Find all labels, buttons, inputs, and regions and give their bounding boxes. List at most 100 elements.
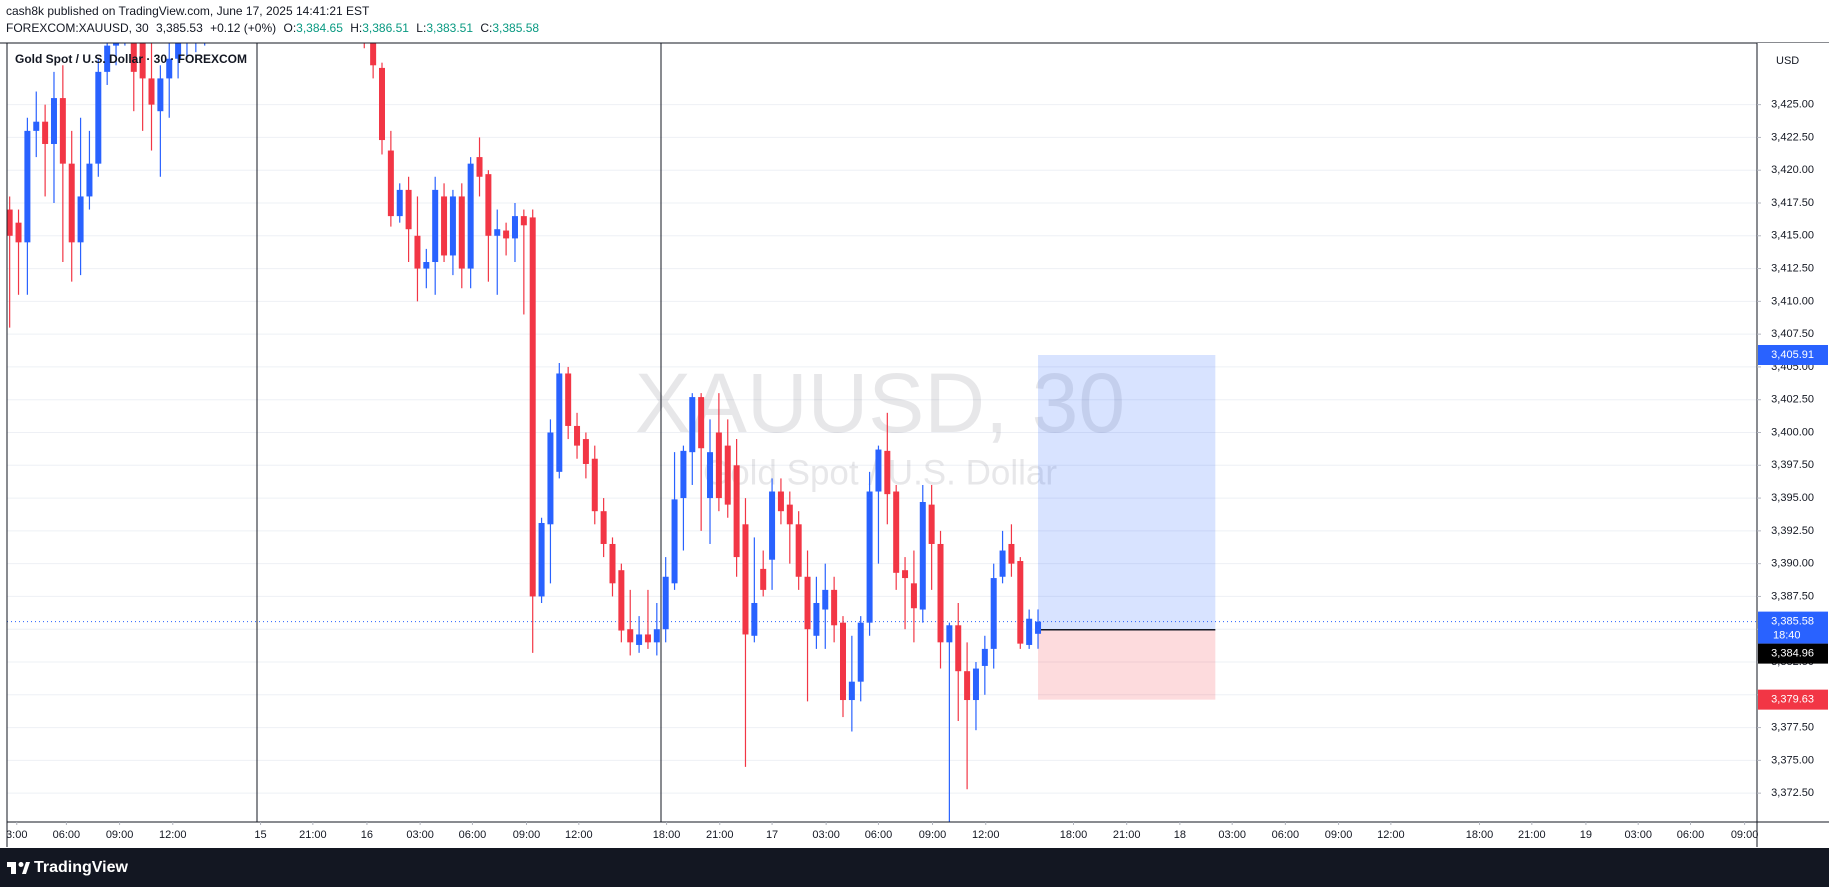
candle-body [458, 196, 465, 269]
y-tick-label: 3,397.50 [1771, 459, 1814, 471]
candle-body [405, 189, 412, 230]
y-tick-label: 3,410.00 [1771, 295, 1814, 307]
candle-body [556, 373, 563, 472]
candle-body [379, 67, 385, 141]
tradingview-logo [7, 862, 30, 874]
x-tick-label: 18:00 [1060, 829, 1088, 841]
candle-body [698, 397, 705, 449]
candle-body [627, 629, 634, 643]
candle-body [529, 217, 536, 597]
entry-label: 3,384.96 [1771, 648, 1814, 660]
candle-body [857, 622, 864, 682]
x-tick-label: 09:00 [919, 829, 947, 841]
candle-body [644, 634, 651, 643]
x-tick-label: 12:00 [159, 829, 187, 841]
x-tick-label: 21:00 [1113, 829, 1141, 841]
stop-label-bg [1758, 689, 1828, 710]
x-tick-label: 09:00 [1325, 829, 1353, 841]
candle-body [24, 130, 31, 243]
x-tick-label: 06:00 [53, 829, 81, 841]
x-tick-label: 09:00 [1731, 829, 1759, 841]
candle-body [166, 58, 173, 79]
candle-body [884, 450, 891, 495]
candle-body [485, 174, 492, 236]
entry-label-bg [1758, 643, 1828, 664]
y-tick-label: 3,392.50 [1771, 525, 1814, 537]
y-tick-label: 3,412.50 [1771, 262, 1814, 274]
x-tick-label: 21:00 [706, 829, 734, 841]
candle-body [928, 504, 935, 544]
candle-body [538, 522, 545, 597]
y-tick-label: 3,415.00 [1771, 230, 1814, 242]
candle-body [77, 196, 84, 243]
candle-body [476, 157, 483, 177]
candle-body [104, 45, 111, 72]
candle-body [130, 43, 137, 72]
x-tick-label: 17 [766, 829, 778, 841]
x-tick-label: 21:00 [1518, 829, 1546, 841]
x-tick-label: 18:00 [653, 829, 681, 841]
brand: TradingView [34, 859, 129, 876]
candle-body [946, 625, 953, 643]
candle-body [813, 602, 820, 636]
candle-body [396, 189, 403, 217]
candle-body [893, 491, 900, 573]
candle-body [139, 43, 146, 79]
x-tick-label: 09:00 [106, 829, 134, 841]
candle-body [839, 622, 846, 701]
countdown: 18:40 [1773, 630, 1801, 642]
high-value: 3,386.51 [362, 21, 409, 35]
y-tick-label: 3,372.50 [1771, 787, 1814, 799]
x-tick-label: 03:00 [406, 829, 434, 841]
candle-body [449, 196, 456, 256]
x-tick-label: 03:00 [1624, 829, 1652, 841]
candle-body [59, 98, 66, 164]
candle-body [724, 445, 731, 505]
y-tick-label: 3,402.50 [1771, 394, 1814, 406]
candle-body [414, 235, 421, 269]
candle-body [370, 43, 377, 66]
candle-body [1026, 618, 1033, 645]
x-tick-label: 18:00 [1466, 829, 1494, 841]
candle-body [751, 602, 758, 636]
x-tick-label: 06:00 [459, 829, 487, 841]
close-label: C: [480, 21, 492, 35]
close-value: 3,385.58 [492, 21, 539, 35]
x-tick-label: 3:00 [6, 829, 27, 841]
candle-body [866, 491, 873, 623]
y-tick-label: 3,417.50 [1771, 197, 1814, 209]
stop-label: 3,379.63 [1771, 694, 1814, 706]
candle-body [804, 576, 811, 630]
candle-body [777, 491, 784, 512]
candle-body [565, 373, 572, 426]
candle-body [831, 589, 838, 626]
candle-body [671, 499, 678, 584]
candle-body [715, 432, 722, 499]
x-tick-label: 12:00 [972, 829, 1000, 841]
last-price-label-bg [1758, 611, 1828, 644]
low-label: L: [416, 21, 426, 35]
candles [7, 43, 1042, 822]
candle-body [1017, 561, 1024, 644]
candle-body [689, 397, 696, 453]
open-value: 3,384.65 [296, 21, 343, 35]
candle-body [441, 196, 448, 256]
y-tick-label: 3,422.50 [1771, 131, 1814, 143]
candle-body [68, 163, 75, 243]
x-tick-label: 03:00 [1218, 829, 1246, 841]
candle-body [875, 449, 882, 492]
candle-body [653, 629, 660, 643]
grid [7, 104, 1757, 794]
x-tick-label: 18 [1174, 829, 1186, 841]
x-tick-label: 12:00 [565, 829, 593, 841]
logo-part [18, 862, 24, 867]
candle-body [467, 163, 474, 269]
chart-title: Gold Spot / U.S. Dollar · 30 · FOREXCOM [15, 52, 247, 66]
footer [0, 848, 1829, 887]
publisher-line: cash8k published on TradingView.com, Jun… [6, 4, 370, 18]
candle-body [157, 78, 164, 112]
currency: USD [1776, 55, 1799, 67]
candle-body [964, 671, 971, 701]
candle-body [7, 209, 13, 236]
